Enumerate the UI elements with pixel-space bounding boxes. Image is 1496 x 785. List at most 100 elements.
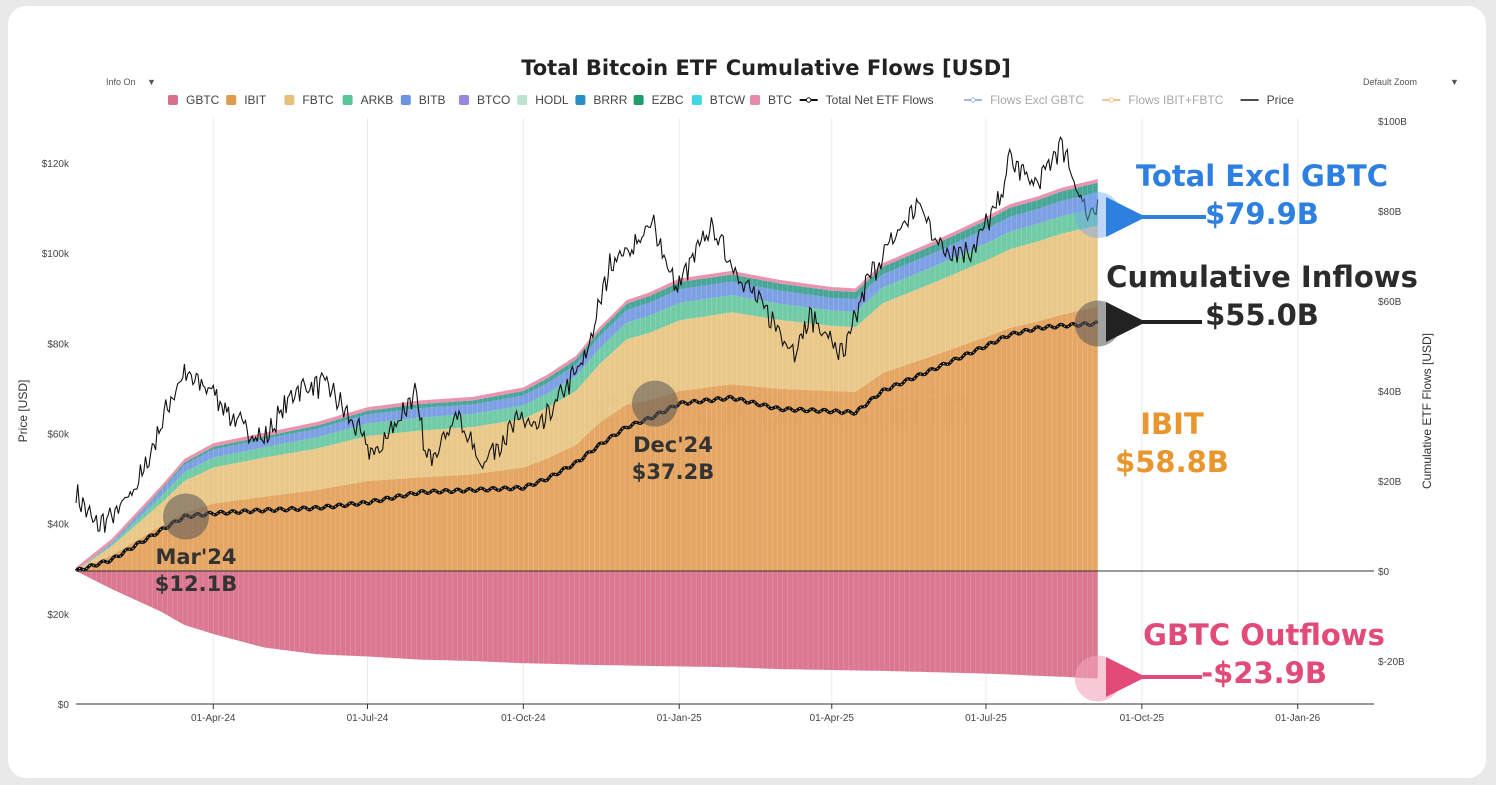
dec24-value: $37.2B (632, 460, 714, 484)
legend-swatch (284, 95, 295, 105)
zoom-menu-label: Default Zoom (1363, 77, 1417, 87)
total-excl-gbtc-label: Total Excl GBTC (1136, 159, 1388, 193)
y-left-axis-label: Price [USD] (16, 380, 30, 443)
legend-label: HODL (535, 93, 569, 107)
x-tick-label: 01-Jul-24 (347, 713, 389, 724)
legend-swatch-dot (1108, 97, 1115, 103)
dec24-label: Dec'24 (633, 433, 713, 457)
legend-label: BTCO (477, 93, 510, 107)
gbtc-outflows-marker (1074, 655, 1121, 702)
info-menu-label: Info On (106, 77, 136, 87)
cumulative-inflows-label: Cumulative Inflows (1106, 260, 1418, 294)
etf-stacked-areas (76, 179, 1098, 679)
y-right-tick-label: $100B (1378, 117, 1407, 128)
y-right-tick-label: $-20B (1378, 657, 1405, 668)
legend-swatch (342, 95, 353, 105)
y-right-tick-label: $80B (1378, 207, 1402, 218)
y-left-tick-label: $0 (58, 700, 70, 711)
info-menu-caret-icon: ▼ (147, 77, 156, 87)
y-left-tick-label: $100k (42, 249, 70, 260)
legend-swatch (750, 95, 760, 105)
legend-swatch-dot (970, 97, 976, 103)
ibit-callout-label: IBIT (1140, 407, 1204, 441)
legend-label: Flows IBIT+FBTC (1128, 93, 1223, 107)
price-series (75, 135, 1099, 533)
legend-item-btco[interactable]: BTCO (459, 93, 510, 107)
total-net-flows-series (74, 320, 1099, 573)
legend-label: FBTC (302, 93, 334, 107)
mar24-label: Mar'24 (155, 545, 236, 569)
zoom-menu-caret-icon: ▼ (1450, 77, 1459, 87)
x-tick-label: 01-Oct-25 (1120, 713, 1165, 724)
legend-label: BRRR (593, 93, 627, 107)
cumulative-inflows-marker (1074, 300, 1121, 347)
legend-label: Total Net ETF Flows (826, 93, 934, 107)
legend-item-ibit[interactable]: IBIT (226, 93, 267, 107)
legend-item-price[interactable]: Price (1240, 93, 1295, 107)
legend-item-hodl[interactable]: HODL (517, 93, 569, 107)
chart-title: Total Bitcoin ETF Cumulative Flows [USD] (521, 56, 1011, 80)
x-tick-label: 01-Apr-24 (191, 713, 236, 724)
info-menu[interactable]: Info On ▼ (106, 77, 156, 87)
legend-swatch (691, 95, 702, 105)
legend-label: BTC (768, 93, 792, 107)
price-line (75, 135, 1099, 533)
legend-swatch (633, 95, 644, 105)
legend-item-btcw[interactable]: BTCW (691, 93, 746, 107)
cumulative-inflows-value: $55.0B (1205, 298, 1319, 332)
legend-swatch (226, 95, 237, 105)
area-others (76, 182, 1098, 571)
legend-swatch (575, 95, 586, 105)
x-tick-label: 01-Jul-25 (965, 713, 1007, 724)
ibit-callout-value: $58.8B (1115, 445, 1229, 479)
y-right-tick-label: $20B (1378, 477, 1402, 488)
x-tick-label: 01-Apr-25 (810, 713, 855, 724)
gbtc-outflows-value: -$23.9B (1201, 656, 1327, 690)
total-excl-gbtc-marker (1074, 192, 1121, 238)
legend-swatch (517, 95, 528, 105)
area-gbtc (76, 571, 1098, 679)
axes: $0 $20k $40k $60k $80k $100k $120k $-20B $0 $20B $… (16, 117, 1434, 724)
total-excl-gbtc-value: $79.9B (1205, 197, 1319, 231)
chart-legend: GBTC IBIT FBTC ARKB BITB BTCO HODL BRRR EZBC BTCW… (168, 93, 1294, 107)
legend-swatch (168, 95, 178, 105)
legend-swatch (459, 95, 469, 105)
annotations: Total Excl GBTC $79.9B Cumulative Inflows $… (155, 159, 1418, 702)
y-right-tick-label: $40B (1378, 387, 1402, 398)
legend-item-flows-ibit-fbtc[interactable]: Flows IBIT+FBTC (1102, 93, 1224, 107)
daily-bar-stripes (80, 182, 1099, 679)
legend-item-ezbc[interactable]: EZBC (633, 93, 684, 107)
total-net-flows-markers (75, 321, 1098, 572)
legend-item-flows-excl-gbtc[interactable]: Flows Excl GBTC (964, 93, 1084, 107)
area-arkb (76, 207, 1098, 572)
legend-item-brrr[interactable]: BRRR (575, 93, 628, 107)
y-left-tick-label: $40k (47, 520, 70, 531)
legend-label: IBIT (244, 93, 267, 107)
gbtc-outflows-label: GBTC Outflows (1143, 618, 1385, 652)
area-fbtc (76, 225, 1098, 571)
legend-item-bitb[interactable]: BITB (400, 93, 446, 107)
legend-item-gbtc[interactable]: GBTC (168, 93, 220, 107)
legend-swatch (400, 95, 411, 105)
y-left-tick-label: $80k (47, 339, 70, 350)
y-right-tick-label: $60B (1378, 297, 1402, 308)
legend-item-arkb[interactable]: ARKB (342, 93, 394, 107)
y-left-tick-label: $120k (42, 159, 70, 170)
x-tick-label: 01-Jan-26 (1275, 713, 1320, 724)
legend-item-fbtc[interactable]: FBTC (284, 93, 334, 107)
x-tick-label: 01-Jan-25 (657, 713, 702, 724)
legend-label: ARKB (361, 93, 394, 107)
y-left-tick-label: $60k (47, 430, 70, 441)
legend-item-btc[interactable]: BTC (750, 93, 792, 107)
legend-swatch-dot (805, 97, 812, 103)
daily-stripes (80, 182, 1099, 679)
area-bitb (76, 192, 1098, 571)
legend-item-total-net-etf-flows[interactable]: Total Net ETF Flows (799, 93, 934, 107)
legend-label: GBTC (186, 93, 220, 107)
y-right-tick-label: $0 (1378, 567, 1390, 578)
dec24-marker (632, 380, 678, 427)
area-ibit (76, 306, 1098, 571)
zoom-menu[interactable]: Default Zoom ▼ (1363, 77, 1459, 87)
legend-label: BITB (419, 93, 446, 107)
